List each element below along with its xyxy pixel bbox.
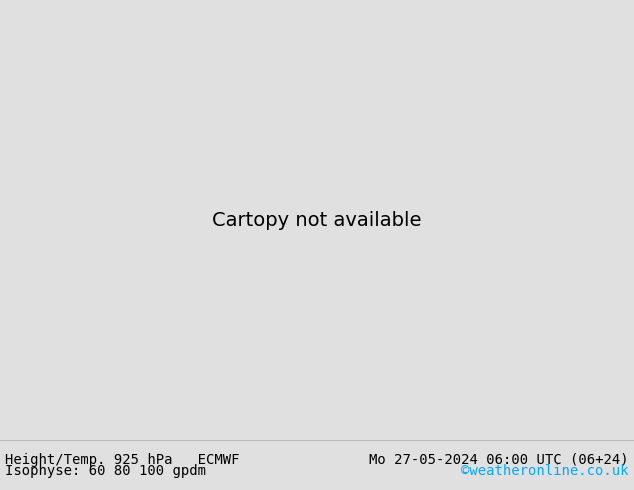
Text: ©weatheronline.co.uk: ©weatheronline.co.uk [462,464,629,477]
Text: Isophyse: 60 80 100 gpdm: Isophyse: 60 80 100 gpdm [5,464,206,477]
Text: Mo 27-05-2024 06:00 UTC (06+24): Mo 27-05-2024 06:00 UTC (06+24) [369,452,629,466]
Text: Cartopy not available: Cartopy not available [212,211,422,229]
Text: Height/Temp. 925 hPa   ECMWF: Height/Temp. 925 hPa ECMWF [5,452,240,466]
